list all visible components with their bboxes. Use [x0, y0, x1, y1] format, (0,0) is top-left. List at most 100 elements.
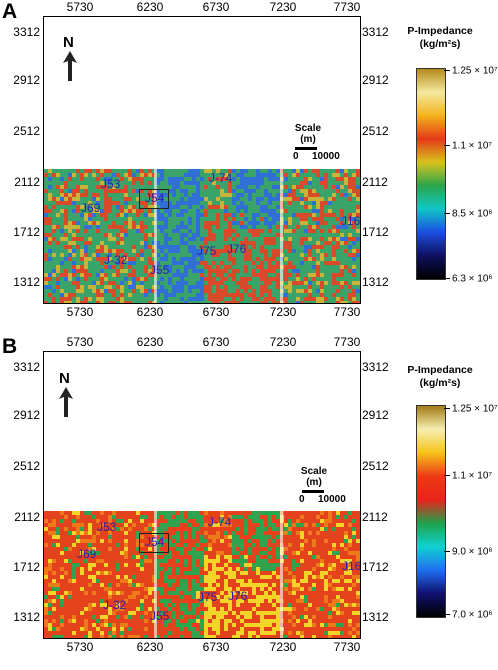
y-tick-left: 3312: [13, 360, 40, 374]
y-tick-right: 1312: [362, 275, 389, 289]
colorbar-label: 1.25 × 10⁷: [452, 65, 498, 77]
scale-title: Scale: [294, 123, 322, 134]
panel-letter: B: [2, 335, 18, 358]
map-area: N Scale (m) 0 10000 J53 J54 J-74 J69 J16…: [43, 351, 361, 639]
well-label: J76: [227, 242, 247, 256]
panel-letter: A: [2, 0, 18, 23]
x-tick-top: 5730: [66, 0, 94, 14]
x-tick-top: 7730: [333, 335, 361, 349]
x-tick-bottom: 7730: [333, 305, 361, 319]
colorbar-unit: (kg/m²s): [419, 38, 461, 50]
y-tick-right: 3312: [362, 360, 389, 374]
x-tick-top: 6730: [202, 0, 230, 14]
impedance-map-image: [44, 511, 360, 638]
y-tick-right: 2112: [362, 510, 388, 524]
y-tick-right: 1312: [362, 610, 389, 624]
y-tick-left: 2512: [13, 459, 40, 473]
y-tick-left: 2112: [14, 175, 40, 189]
colorbar-title: P-Impedance: [407, 364, 473, 376]
scale-start: 0: [299, 494, 305, 505]
scale-bar: [295, 147, 317, 150]
panel-b: B 5730 6230 6730 7230 7730 5730 6230 673…: [0, 335, 498, 670]
y-tick-left: 1712: [13, 560, 40, 574]
north-label: N: [59, 370, 70, 387]
x-tick-top: 6230: [136, 0, 164, 14]
well-label: J-74: [209, 171, 233, 185]
well-label: J16: [342, 559, 361, 573]
x-tick-top: 6230: [136, 335, 164, 349]
colorbar-label: 6.3 × 10⁶: [452, 273, 493, 285]
x-tick-bottom: 7230: [269, 640, 297, 654]
colorbar-unit: (kg/m²s): [419, 377, 461, 389]
well-label: J55: [150, 609, 170, 623]
colorbar-label: 1.25 × 10⁷: [452, 403, 498, 415]
scale-end: 10000: [312, 151, 340, 162]
y-tick-right: 2912: [362, 73, 389, 87]
scale-end: 10000: [318, 494, 346, 505]
well-label: J69: [77, 547, 97, 561]
y-tick-right: 1712: [362, 225, 389, 239]
x-tick-top: 7230: [269, 335, 297, 349]
colorbar-label: 1.1 × 10⁷: [452, 140, 493, 152]
colorbar-label: 1.1 × 10⁷: [452, 470, 493, 482]
north-arrow-icon: [63, 51, 77, 81]
well-label: J54: [145, 191, 165, 205]
y-tick-left: 2512: [13, 124, 40, 138]
y-tick-left: 2112: [14, 510, 40, 524]
y-tick-left: 2912: [13, 73, 40, 87]
x-tick-top: 6730: [202, 335, 230, 349]
scale-unit: (m): [300, 134, 316, 145]
x-tick-bottom: 7230: [269, 305, 297, 319]
panel-a: A 5730 6230 6730 7230 7730 5730 6230 673…: [2, 0, 498, 319]
y-tick-right: 2112: [362, 175, 388, 189]
scale-start: 0: [293, 151, 299, 162]
colorbar: [416, 68, 446, 280]
x-tick-bottom: 6230: [136, 640, 164, 654]
colorbar-label: 9.0 × 10⁶: [452, 546, 493, 558]
y-tick-right: 3312: [362, 25, 389, 39]
x-tick-bottom: 6230: [136, 305, 164, 319]
y-tick-right: 2512: [362, 124, 389, 138]
well-label: J69: [81, 201, 101, 215]
y-tick-left: 1712: [13, 225, 40, 239]
x-tick-bottom: 5730: [66, 305, 94, 319]
well-label: J-74: [208, 515, 232, 529]
north-arrow-icon: [59, 387, 73, 417]
colorbar-title: P-Impedance: [407, 25, 473, 37]
well-label: J16: [341, 214, 361, 228]
x-tick-top: 7230: [269, 0, 297, 14]
well-label: J54: [145, 535, 165, 549]
x-tick-bottom: 6730: [202, 640, 230, 654]
scale-bar: [302, 490, 324, 493]
x-tick-bottom: 7730: [333, 640, 361, 654]
y-tick-right: 2512: [362, 459, 389, 473]
north-label: N: [63, 34, 74, 51]
x-tick-top: 5730: [66, 335, 94, 349]
y-tick-left: 3312: [13, 25, 40, 39]
colorbar: [416, 405, 446, 618]
well-box: [139, 189, 169, 209]
well-label: J-32: [104, 253, 128, 267]
y-tick-left: 1312: [13, 610, 40, 624]
well-box: [139, 533, 169, 553]
x-tick-bottom: 6730: [202, 305, 230, 319]
x-tick-top: 7730: [333, 0, 361, 14]
x-tick-bottom: 5730: [66, 640, 94, 654]
well-label: J53: [101, 177, 121, 191]
colorbar-label: 7.0 × 10⁶: [452, 609, 493, 621]
y-tick-right: 1712: [362, 560, 389, 574]
y-tick-right: 2912: [362, 408, 389, 422]
well-label: J-32: [103, 598, 127, 612]
y-tick-left: 2912: [13, 408, 40, 422]
y-tick-left: 1312: [13, 275, 40, 289]
well-label: J75: [197, 244, 217, 258]
well-label: J76: [228, 589, 248, 603]
scale-unit: (m): [306, 477, 322, 488]
scale-title: Scale: [300, 466, 328, 477]
impedance-map-image: [44, 169, 360, 303]
well-label: J75: [198, 590, 218, 604]
map-area: N Scale (m) 0 10000 J53 J54 J-74 J69 J16…: [43, 16, 361, 304]
colorbar-label: 8.5 × 10⁶: [452, 208, 493, 220]
well-label: J55: [150, 263, 170, 277]
well-label: J53: [97, 520, 117, 534]
